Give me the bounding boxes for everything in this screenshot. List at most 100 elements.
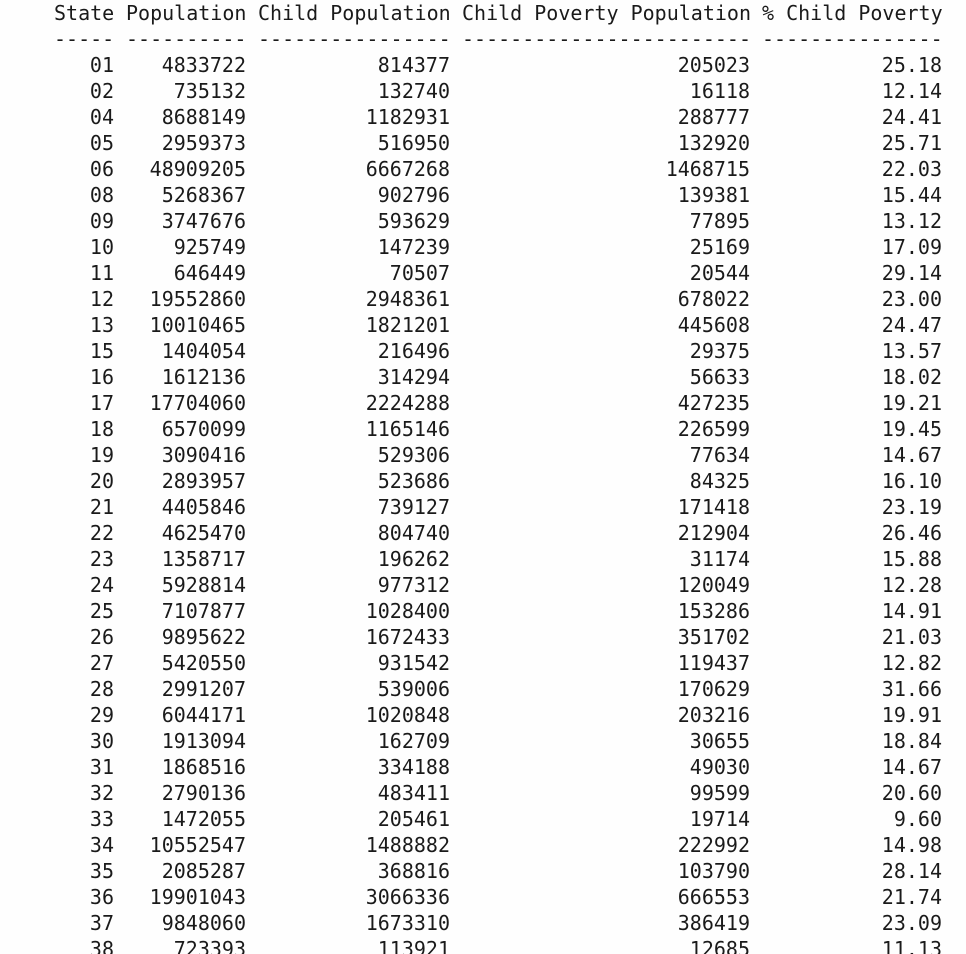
population-cell: 5928814 xyxy=(161,573,246,597)
population-cell: 6570099 xyxy=(161,417,246,441)
column-header-child-poverty-population: Child Poverty Population xyxy=(462,1,751,25)
state-code-cell: 21 xyxy=(89,495,114,519)
child-population-cell: 1028400 xyxy=(365,599,450,623)
pct-child-poverty-cell: 23.00 xyxy=(881,287,942,311)
population-cell: 2959373 xyxy=(161,131,246,155)
state-code-cell: 06 xyxy=(89,157,114,181)
separator-child-population: ---------------- xyxy=(258,27,451,51)
child-poverty-population-cell: 386419 xyxy=(677,911,750,935)
population-cell: 1404054 xyxy=(161,339,246,363)
population-cell: 1868516 xyxy=(161,755,246,779)
child-poverty-population-cell: 666553 xyxy=(677,885,750,909)
child-population-cell: 205461 xyxy=(377,807,450,831)
pct-child-poverty-cell: 24.47 xyxy=(881,313,942,337)
child-population-cell: 162709 xyxy=(377,729,450,753)
pct-child-poverty-cell: 13.12 xyxy=(881,209,942,233)
pct-child-poverty-cell: 17.09 xyxy=(881,235,942,259)
column-header-pct-child-poverty: % Child Poverty xyxy=(762,1,943,25)
child-poverty-population-cell: 77895 xyxy=(689,209,750,233)
pct-child-poverty-cell: 28.14 xyxy=(881,859,942,883)
child-poverty-population-cell: 56633 xyxy=(689,365,750,389)
population-cell: 48909205 xyxy=(149,157,246,181)
pct-child-poverty-cell: 12.14 xyxy=(881,79,942,103)
child-poverty-population-cell: 20544 xyxy=(689,261,750,285)
pct-child-poverty-cell: 29.14 xyxy=(881,261,942,285)
state-code-cell: 16 xyxy=(89,365,114,389)
child-poverty-population-cell: 16118 xyxy=(689,79,750,103)
pct-child-poverty-cell: 21.03 xyxy=(881,625,942,649)
child-population-cell: 2224288 xyxy=(365,391,450,415)
child-poverty-population-cell: 678022 xyxy=(677,287,750,311)
child-poverty-population-cell: 1468715 xyxy=(665,157,750,181)
child-population-cell: 3066336 xyxy=(365,885,450,909)
child-population-cell: 216496 xyxy=(377,339,450,363)
pct-child-poverty-cell: 19.91 xyxy=(881,703,942,727)
state-code-cell: 35 xyxy=(89,859,114,883)
pct-child-poverty-cell: 18.84 xyxy=(881,729,942,753)
state-code-cell: 18 xyxy=(89,417,114,441)
child-population-cell: 196262 xyxy=(377,547,450,571)
pct-child-poverty-cell: 11.13 xyxy=(881,937,942,954)
population-cell: 10552547 xyxy=(149,833,246,857)
child-population-cell: 368816 xyxy=(377,859,450,883)
pct-child-poverty-cell: 14.67 xyxy=(881,443,942,467)
pct-child-poverty-cell: 24.41 xyxy=(881,105,942,129)
child-poverty-population-cell: 132920 xyxy=(677,131,750,155)
child-poverty-population-cell: 170629 xyxy=(677,677,750,701)
table-header: State Population Child Population Child … xyxy=(0,0,943,26)
population-cell: 4833722 xyxy=(161,53,246,77)
state-code-cell: 34 xyxy=(89,833,114,857)
state-code-cell: 31 xyxy=(89,755,114,779)
child-poverty-population-cell: 29375 xyxy=(689,339,750,363)
population-cell: 8688149 xyxy=(161,105,246,129)
state-code-cell: 04 xyxy=(89,105,114,129)
column-header-child-population: Child Population xyxy=(258,1,451,25)
pct-child-poverty-cell: 19.45 xyxy=(881,417,942,441)
child-population-cell: 593629 xyxy=(377,209,450,233)
child-poverty-population-cell: 171418 xyxy=(677,495,750,519)
child-poverty-population-cell: 103790 xyxy=(677,859,750,883)
pct-child-poverty-cell: 20.60 xyxy=(881,781,942,805)
child-population-cell: 516950 xyxy=(377,131,450,155)
state-code-cell: 08 xyxy=(89,183,114,207)
child-population-cell: 529306 xyxy=(377,443,450,467)
state-code-cell: 17 xyxy=(89,391,114,415)
pct-child-poverty-cell: 14.91 xyxy=(881,599,942,623)
pct-child-poverty-cell: 26.46 xyxy=(881,521,942,545)
population-cell: 3747676 xyxy=(161,209,246,233)
child-population-cell: 1672433 xyxy=(365,625,450,649)
pct-child-poverty-cell: 14.67 xyxy=(881,755,942,779)
population-cell: 2893957 xyxy=(161,469,246,493)
state-code-cell: 37 xyxy=(89,911,114,935)
state-code-cell: 19 xyxy=(89,443,114,467)
child-poverty-population-cell: 288777 xyxy=(677,105,750,129)
population-cell: 2790136 xyxy=(161,781,246,805)
child-population-cell: 314294 xyxy=(377,365,450,389)
pct-child-poverty-cell: 16.10 xyxy=(881,469,942,493)
population-cell: 19552860 xyxy=(149,287,246,311)
state-code-cell: 09 xyxy=(89,209,114,233)
child-poverty-population-cell: 84325 xyxy=(689,469,750,493)
population-cell: 7107877 xyxy=(161,599,246,623)
pct-child-poverty-cell: 15.88 xyxy=(881,547,942,571)
column-header-population: Population xyxy=(126,1,247,25)
child-poverty-population-cell: 30655 xyxy=(689,729,750,753)
state-code-cell: 29 xyxy=(89,703,114,727)
child-poverty-population-cell: 226599 xyxy=(677,417,750,441)
pct-child-poverty-cell: 9.60 xyxy=(893,807,942,831)
pct-child-poverty-cell: 15.44 xyxy=(881,183,942,207)
child-poverty-population-cell: 351702 xyxy=(677,625,750,649)
child-population-cell: 539006 xyxy=(377,677,450,701)
child-population-cell: 1821201 xyxy=(365,313,450,337)
pct-child-poverty-cell: 21.74 xyxy=(881,885,942,909)
pct-child-poverty-cell: 18.02 xyxy=(881,365,942,389)
child-poverty-population-cell: 19714 xyxy=(689,807,750,831)
population-cell: 5268367 xyxy=(161,183,246,207)
child-population-cell: 523686 xyxy=(377,469,450,493)
state-code-cell: 22 xyxy=(89,521,114,545)
population-cell: 6044171 xyxy=(161,703,246,727)
child-poverty-population-cell: 25169 xyxy=(689,235,750,259)
state-code-cell: 33 xyxy=(89,807,114,831)
state-code-cell: 30 xyxy=(89,729,114,753)
